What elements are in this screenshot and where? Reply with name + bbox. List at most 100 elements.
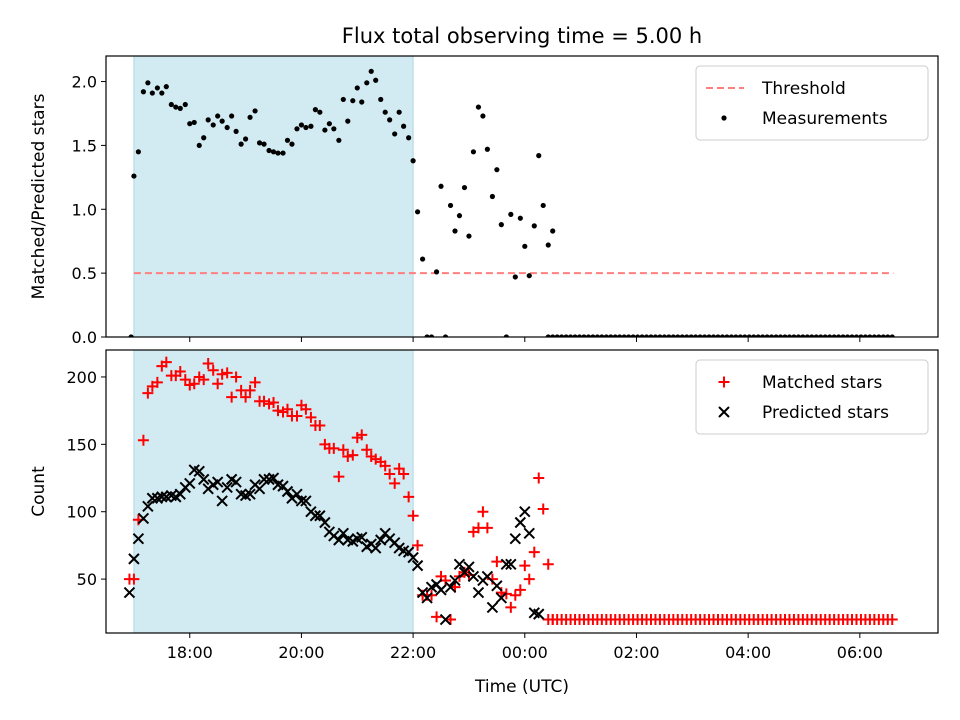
predicted-stars-point	[495, 592, 508, 604]
measurements-point	[809, 334, 815, 337]
measurements-point	[215, 113, 221, 119]
measurements-point	[858, 334, 864, 337]
measurements-point	[795, 334, 802, 337]
measurements-point	[433, 269, 440, 275]
predicted-stars-point	[253, 483, 266, 495]
predicted-stars-point	[491, 580, 503, 592]
measurements-point	[275, 150, 281, 156]
legend-swatch	[721, 115, 727, 121]
measurements-point	[746, 334, 752, 337]
measurements-point	[494, 167, 500, 173]
matched-stars-point	[221, 367, 233, 379]
measurements-point	[522, 243, 528, 249]
matched-stars-point	[151, 376, 163, 388]
legend-box	[695, 65, 929, 141]
predicted-stars-point	[472, 586, 485, 599]
measurements-point	[531, 223, 537, 229]
predicted-stars-point	[309, 510, 322, 522]
y-tick-label: 100	[66, 503, 97, 522]
measurements-point	[266, 147, 272, 154]
measurements-point	[428, 334, 435, 337]
matched-stars-point	[268, 397, 280, 409]
legend-label: Measurements	[762, 109, 888, 129]
measurements-point	[693, 334, 699, 337]
matched-stars-point	[407, 510, 419, 522]
measurements-point	[563, 334, 569, 337]
matched-stars-point	[128, 573, 140, 585]
measurements-point	[256, 140, 263, 146]
measurements-point	[280, 150, 286, 156]
measurements-point	[885, 334, 891, 337]
measurements-point	[545, 334, 551, 337]
matched-stars-point	[342, 450, 354, 462]
measurements-point	[326, 121, 332, 127]
matched-stars-point	[142, 387, 154, 399]
measurements-point	[498, 222, 504, 228]
measurements-point	[140, 89, 147, 95]
measurements-point	[657, 334, 663, 337]
measurements-point	[475, 104, 482, 110]
measurements-point	[724, 334, 730, 337]
measurements-point	[447, 202, 454, 209]
y-tick-label: 0.0	[72, 328, 97, 347]
matched-stars-point	[426, 589, 438, 601]
matched-stars-point	[505, 601, 517, 613]
measurements-point	[354, 85, 360, 91]
measurements-point	[773, 334, 779, 337]
matched-stars-point	[160, 356, 172, 368]
predicted-stars-point	[258, 473, 270, 486]
legend-box	[695, 359, 929, 435]
measurements-point	[572, 334, 578, 337]
measurements-point	[737, 334, 743, 337]
matched-stars-point	[542, 558, 554, 570]
measurements-point	[456, 213, 463, 219]
matched-stars-point	[412, 539, 424, 551]
measurements-point	[777, 334, 784, 337]
predicted-stars-point	[184, 477, 196, 490]
measurements-point	[603, 334, 609, 337]
measurements-point	[159, 90, 165, 96]
measurements-point	[414, 209, 421, 215]
measurements-point	[550, 334, 556, 337]
predicted-stars-point	[356, 531, 368, 544]
measurements-point	[567, 334, 574, 337]
predicted-stars-point	[230, 476, 242, 488]
measurements-point	[559, 334, 565, 337]
bottom-panel-counts: 50 100 150 200 18:00 20:00 22:00 00:00 02:00 04:0…	[29, 349, 939, 662]
measurements-point	[679, 334, 685, 337]
matched-stars-point	[347, 449, 359, 461]
measurements-point	[715, 334, 721, 337]
matched-stars-point	[533, 472, 545, 484]
measurements-point	[489, 193, 496, 200]
matched-stars-point	[384, 468, 396, 480]
y-tick-label: 50	[77, 570, 97, 589]
matched-stars-point	[379, 460, 391, 472]
measurements-point	[289, 141, 295, 147]
measurements-point	[719, 334, 726, 337]
measurements-point	[755, 334, 761, 337]
measurements-point	[701, 334, 708, 337]
predicted-stars-point	[439, 613, 452, 626]
measurements-point	[648, 334, 654, 337]
predicted-stars-point	[198, 473, 210, 486]
measurements-point	[191, 119, 197, 126]
measurements-point	[594, 334, 600, 337]
predicted-stars-point	[421, 592, 433, 604]
matched-stars-point	[212, 378, 224, 390]
measurements-point	[359, 99, 365, 105]
measurements-point	[612, 334, 618, 337]
measurements-point	[350, 98, 356, 104]
matched-stars-point	[230, 371, 242, 383]
matched-stars-point	[523, 573, 535, 585]
predicted-stars-point	[467, 570, 480, 583]
predicted-stars-point	[174, 488, 186, 500]
matched-stars-point	[291, 410, 303, 422]
legend-label: Predicted stars	[762, 403, 889, 423]
predicted-stars-point	[146, 492, 159, 504]
top-y-axis-label: Matched/Predicted stars	[29, 93, 49, 299]
measurements-point	[590, 334, 596, 337]
legend-label: Matched stars	[762, 373, 882, 393]
matched-stars-point	[491, 556, 503, 568]
bottom-legend: Matched stars Predicted stars	[695, 359, 929, 435]
x-tick-label: 06:00	[837, 643, 883, 662]
